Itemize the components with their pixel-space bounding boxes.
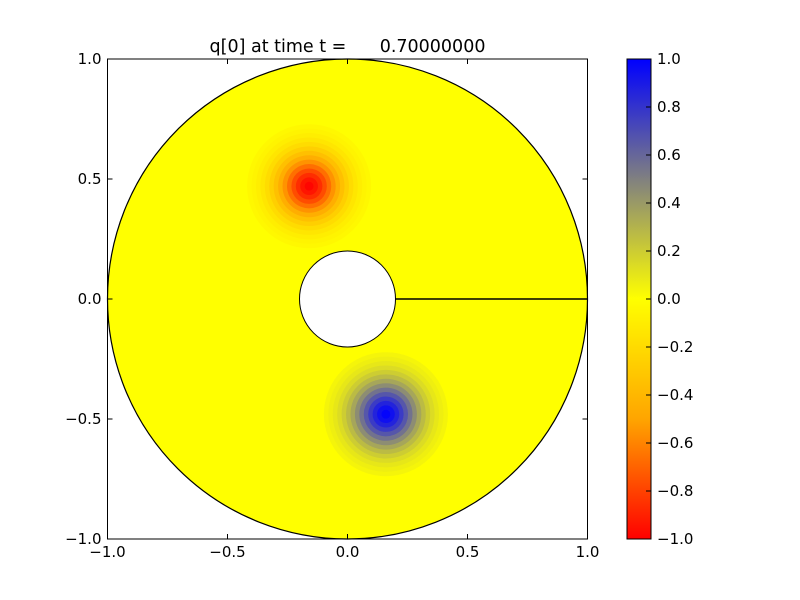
x-axis-ticks: −1.0 −0.5 0.0 0.5 1.0 (89, 59, 599, 561)
colorbar-tick-label: 0.2 (657, 242, 681, 260)
feature-ring (381, 409, 391, 419)
colorbar-tick-label: −1.0 (657, 530, 693, 548)
feature-blob-1 (323, 352, 448, 477)
y-tick-label: 1.0 (78, 50, 102, 68)
y-tick-label: −0.5 (65, 410, 101, 428)
plot-area: −1.0 −0.5 0.0 0.5 1.0 1.0 0.5 0.0 −0.5 −1.0 q[0]… (65, 37, 599, 561)
x-tick-label: −0.5 (209, 543, 245, 561)
colorbar-tick-label: 0.4 (657, 194, 681, 212)
feature-layer (247, 124, 448, 477)
colorbar: 1.0 0.8 0.6 0.4 0.2 0.0 −0.2 −0.4 −0.6 −0.8 −1.0 (626, 50, 693, 548)
chart-title: q[0] at time t = 0.70000000 (210, 37, 486, 57)
y-tick-label: 0.0 (78, 290, 102, 308)
y-axis-ticks: 1.0 0.5 0.0 −0.5 −1.0 (65, 50, 588, 548)
x-tick-label: 0.5 (456, 543, 480, 561)
colorbar-tick-label: 0.6 (657, 146, 681, 164)
x-tick-label: −1.0 (89, 543, 125, 561)
colorbar-tick-label: 0.8 (657, 98, 681, 116)
feature-blob-0 (247, 124, 372, 249)
colorbar-tick-label: −0.4 (657, 386, 693, 404)
colorbar-tick-label: −0.8 (657, 482, 693, 500)
colorbar-tick-label: −0.6 (657, 434, 693, 452)
colorbar-ticks: 1.0 0.8 0.6 0.4 0.2 0.0 −0.2 −0.4 −0.6 −0.8 −1.0 (646, 50, 693, 548)
feature-ring (304, 181, 314, 191)
y-tick-label: −1.0 (65, 530, 101, 548)
colorbar-tick-label: 1.0 (657, 50, 681, 68)
colorbar-tick-label: 0.0 (657, 290, 681, 308)
y-tick-label: 0.5 (78, 170, 102, 188)
x-tick-label: 0.0 (336, 543, 360, 561)
x-tick-label: 1.0 (576, 543, 600, 561)
colorbar-tick-label: −0.2 (657, 338, 693, 356)
inner-hole (299, 250, 396, 348)
